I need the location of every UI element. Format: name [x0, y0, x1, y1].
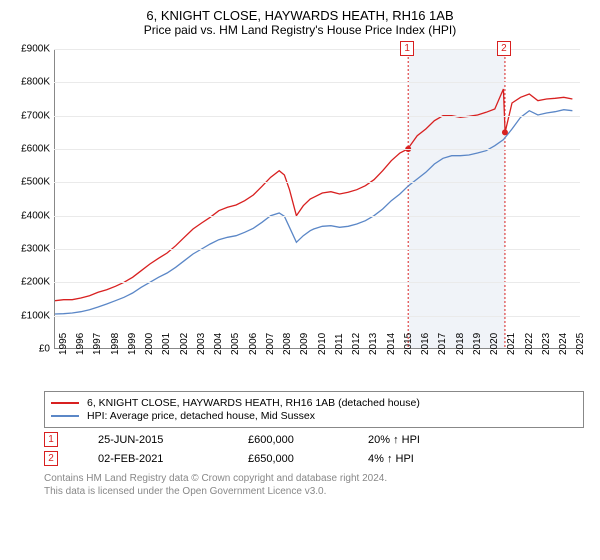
legend-row: 6, KNIGHT CLOSE, HAYWARDS HEATH, RH16 1A…	[51, 397, 577, 409]
x-tick-label: 1999	[127, 333, 138, 355]
x-tick-label: 2018	[455, 333, 466, 355]
annotation-id-box: 2	[44, 451, 58, 466]
x-tick-label: 2012	[351, 333, 362, 355]
annotation-date: 02-FEB-2021	[98, 453, 208, 465]
x-tick-label: 2015	[403, 333, 414, 355]
annotation-price: £600,000	[248, 434, 328, 446]
y-tick-label: £500K	[21, 177, 50, 188]
x-tick-label: 2019	[472, 333, 483, 355]
x-tick-label: 1996	[75, 333, 86, 355]
x-tick-label: 2024	[558, 333, 569, 355]
chart-subtitle: Price paid vs. HM Land Registry's House …	[10, 23, 590, 37]
x-tick-label: 2014	[386, 333, 397, 355]
y-tick-label: £600K	[21, 144, 50, 155]
x-tick-label: 2000	[144, 333, 155, 355]
legend-row: HPI: Average price, detached house, Mid …	[51, 410, 577, 422]
gridline	[54, 282, 580, 283]
x-tick-label: 2017	[437, 333, 448, 355]
x-tick-label: 2010	[317, 333, 328, 355]
annotation-date: 25-JUN-2015	[98, 434, 208, 446]
legend-label: 6, KNIGHT CLOSE, HAYWARDS HEATH, RH16 1A…	[87, 397, 420, 409]
gridline	[54, 149, 580, 150]
annotation-id-box: 1	[44, 432, 58, 447]
annotation-price: £650,000	[248, 453, 328, 465]
legend-swatch	[51, 415, 79, 417]
attribution-line-1: Contains HM Land Registry data © Crown c…	[44, 472, 590, 485]
x-tick-label: 2003	[196, 333, 207, 355]
series-property	[55, 89, 572, 301]
chart-area: £0 £100K £200K £300K £400K £500K £600K £700K £80…	[10, 45, 590, 385]
x-tick-label: 2002	[179, 333, 190, 355]
gridline	[54, 316, 580, 317]
gridline	[54, 249, 580, 250]
annotation-row: 2 02-FEB-2021 £650,000 4% ↑ HPI	[44, 451, 590, 466]
annotation-delta: 20% ↑ HPI	[368, 434, 420, 446]
x-tick-label: 2001	[161, 333, 172, 355]
y-tick-label: £100K	[21, 310, 50, 321]
gridline	[54, 116, 580, 117]
plot-region	[54, 49, 580, 349]
x-tick-label: 2013	[368, 333, 379, 355]
annotation-delta: 4% ↑ HPI	[368, 453, 414, 465]
gridline	[54, 82, 580, 83]
x-tick-label: 1997	[92, 333, 103, 355]
marker-dot	[502, 129, 508, 135]
x-tick-label: 1995	[58, 333, 69, 355]
y-tick-label: £800K	[21, 77, 50, 88]
gridline	[54, 216, 580, 217]
x-tick-label: 2005	[230, 333, 241, 355]
y-tick-label: £200K	[21, 277, 50, 288]
x-tick-label: 2023	[541, 333, 552, 355]
x-tick-label: 2020	[489, 333, 500, 355]
x-tick-label: 2025	[575, 333, 586, 355]
y-tick-label: £700K	[21, 110, 50, 121]
chart-title: 6, KNIGHT CLOSE, HAYWARDS HEATH, RH16 1A…	[10, 8, 590, 23]
annotation-row: 1 25-JUN-2015 £600,000 20% ↑ HPI	[44, 432, 590, 447]
x-tick-label: 2009	[299, 333, 310, 355]
y-tick-label: £400K	[21, 210, 50, 221]
x-tick-label: 2011	[334, 333, 345, 355]
x-tick-label: 2021	[506, 333, 517, 355]
x-tick-label: 2008	[282, 333, 293, 355]
x-tick-label: 2016	[420, 333, 431, 355]
marker-label-2: 2	[497, 41, 511, 56]
x-tick-label: 2022	[524, 333, 535, 355]
series-hpi	[55, 110, 572, 314]
attribution: Contains HM Land Registry data © Crown c…	[44, 472, 590, 498]
y-tick-label: £300K	[21, 244, 50, 255]
legend-box: 6, KNIGHT CLOSE, HAYWARDS HEATH, RH16 1A…	[44, 391, 584, 428]
legend-label: HPI: Average price, detached house, Mid …	[87, 410, 315, 422]
y-tick-label: £0	[39, 344, 50, 355]
y-tick-label: £900K	[21, 44, 50, 55]
legend-swatch	[51, 402, 79, 404]
marker-label-1: 1	[400, 41, 414, 56]
attribution-line-2: This data is licensed under the Open Gov…	[44, 485, 590, 498]
x-tick-label: 2006	[248, 333, 259, 355]
gridline	[54, 182, 580, 183]
x-tick-label: 2004	[213, 333, 224, 355]
x-tick-label: 1998	[110, 333, 121, 355]
x-tick-label: 2007	[265, 333, 276, 355]
